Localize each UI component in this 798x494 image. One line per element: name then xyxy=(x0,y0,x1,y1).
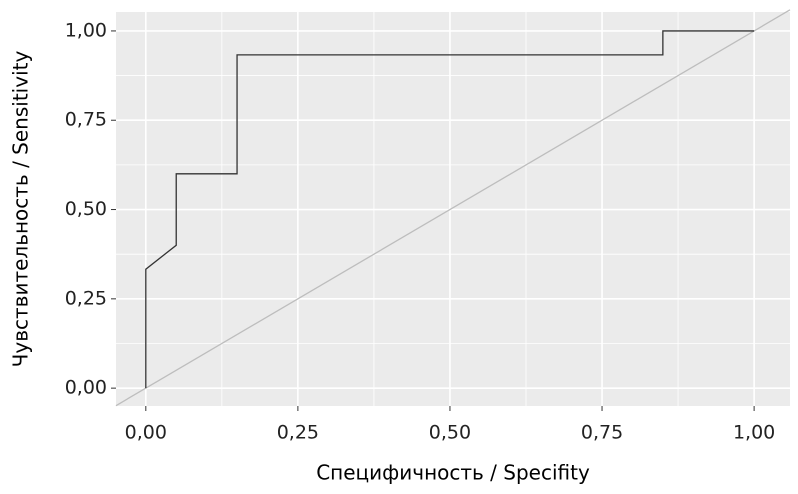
x-tick-label: 1,00 xyxy=(733,422,775,444)
line xyxy=(145,30,755,389)
line xyxy=(115,9,791,407)
y-tick-label: 1,00 xyxy=(65,19,107,41)
x-tick-label: 0,25 xyxy=(277,422,319,444)
x-tick-label: 0,00 xyxy=(125,422,167,444)
y-tick-label: 0,00 xyxy=(65,377,107,399)
x-tick-label: 0,50 xyxy=(429,422,471,444)
y-tick-label: 0,50 xyxy=(65,198,107,220)
y-tick-label: 0,25 xyxy=(65,287,107,309)
y-tick-label: 0,75 xyxy=(65,109,107,131)
y-axis-title: Чувствительность / Sensitivity xyxy=(9,51,33,368)
x-axis-title: Специфичность / Specifity xyxy=(316,461,590,485)
x-tick-label: 0,75 xyxy=(581,422,623,444)
